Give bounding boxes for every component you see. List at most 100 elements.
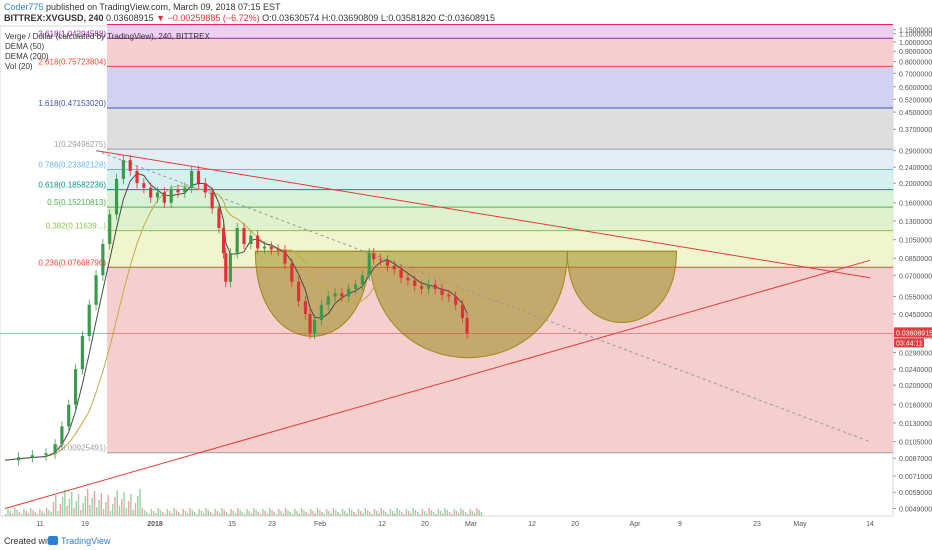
countdown-label: 03:44:11 xyxy=(896,340,923,347)
volume-bar xyxy=(323,514,326,516)
tradingview-brand[interactable]: TradingView xyxy=(61,536,111,546)
volume-bar xyxy=(86,489,89,516)
volume-bar xyxy=(68,499,71,516)
volume-bar xyxy=(64,490,66,516)
volume-bar xyxy=(366,510,369,516)
volume-bar xyxy=(66,506,68,516)
volume-bar xyxy=(273,512,276,516)
x-tick-label: 11 xyxy=(36,521,43,528)
volume-bar xyxy=(467,514,469,516)
candle xyxy=(372,253,376,260)
author-link[interactable]: Coder775 xyxy=(4,2,44,12)
volume-bar xyxy=(27,513,30,516)
volume-bar xyxy=(182,509,184,516)
volume-bar xyxy=(175,510,178,516)
volume-bar xyxy=(448,512,451,516)
volume-bar xyxy=(398,510,401,516)
volume-bar xyxy=(50,512,52,516)
y-tick-label: 1.15000000 xyxy=(899,28,932,35)
candle xyxy=(367,253,371,276)
volume-bar xyxy=(116,490,118,516)
legend-item-dema200[interactable]: DEMA (200) xyxy=(5,52,49,61)
volume-bar xyxy=(271,510,273,516)
chart-header: Coder775 published on TradingView.com, M… xyxy=(0,0,932,26)
candle xyxy=(108,214,112,244)
volume-bar xyxy=(437,509,439,516)
fib-label: 0.786(0.23382128) xyxy=(38,160,106,169)
candle xyxy=(53,444,57,454)
x-tick-label: 20 xyxy=(571,521,579,528)
x-tick-label: Mar xyxy=(465,521,478,528)
candle xyxy=(80,336,84,370)
candle xyxy=(249,235,253,244)
volume-bar xyxy=(178,512,180,516)
legend-item-volume[interactable]: Vol (20) xyxy=(5,62,33,71)
volume-bar xyxy=(132,510,134,516)
volume-bar xyxy=(109,511,112,516)
volume-bar xyxy=(57,511,59,516)
volume-bar xyxy=(405,509,408,516)
volume-bar xyxy=(130,494,132,516)
price-chart[interactable]: 0(0.00925491) 0.236(0.07668796) 0.382(0.11… xyxy=(0,0,932,534)
fib-label: 0.618(0.18582236) xyxy=(38,181,106,190)
candle xyxy=(114,178,119,215)
volume-bar xyxy=(157,508,159,516)
candle xyxy=(378,259,383,261)
y-tick-label: 0.00490000 xyxy=(899,507,932,514)
candle xyxy=(360,275,364,285)
fib-label: 2.618(0.75723804) xyxy=(38,57,106,66)
volume-bar xyxy=(471,511,474,516)
low-value: 0.03581820 xyxy=(388,13,436,23)
volume-bar xyxy=(105,502,107,516)
candle xyxy=(142,183,146,188)
volume-bar xyxy=(250,513,253,516)
legend-item-dema50[interactable]: DEMA (50) xyxy=(5,42,45,51)
volume-bar xyxy=(414,510,417,516)
volume-bar xyxy=(143,510,146,516)
fib-label: 3.618(1.04294588) xyxy=(38,29,106,38)
fib-label: 0.5(0.15210813) xyxy=(47,198,106,207)
volume-bar xyxy=(52,502,55,516)
volume-bar xyxy=(387,514,389,516)
volume-bar xyxy=(269,508,271,516)
volume-bar xyxy=(150,509,153,516)
volume-bar xyxy=(244,514,246,516)
open-value: 0.03630574 xyxy=(271,13,320,23)
candle xyxy=(269,246,273,250)
volume-bar xyxy=(214,509,216,516)
volume-bar xyxy=(266,513,269,516)
volume-bar xyxy=(403,514,405,516)
volume-bar xyxy=(439,511,442,516)
fib-zone xyxy=(107,207,893,231)
volume-bar xyxy=(346,513,348,516)
candle xyxy=(228,253,232,282)
volume-bar xyxy=(478,510,480,516)
volume-bar xyxy=(432,512,435,516)
volume-bar xyxy=(444,508,446,516)
volume-bar xyxy=(198,509,200,516)
candle xyxy=(224,253,228,282)
volume-bar xyxy=(453,509,455,516)
volume-bar xyxy=(191,510,194,516)
volume-bar xyxy=(321,512,323,516)
candle xyxy=(60,426,64,445)
volume-bar xyxy=(77,494,80,516)
volume-bar xyxy=(476,508,478,516)
volume-bar xyxy=(9,511,11,516)
candle xyxy=(283,250,287,264)
change-arrow-icon: ▼ xyxy=(156,13,166,23)
x-tick-label: 12 xyxy=(378,521,386,528)
candle xyxy=(17,457,21,461)
volume-bar xyxy=(307,514,310,516)
volume-bar xyxy=(25,511,27,516)
candle xyxy=(347,288,351,297)
volume-bar xyxy=(291,514,294,516)
published-text: published on TradingView.com, March 09, … xyxy=(46,2,281,12)
volume-bar xyxy=(75,501,77,516)
volume-bar xyxy=(348,508,351,516)
fib-label: 0(0.00925491) xyxy=(54,444,106,453)
